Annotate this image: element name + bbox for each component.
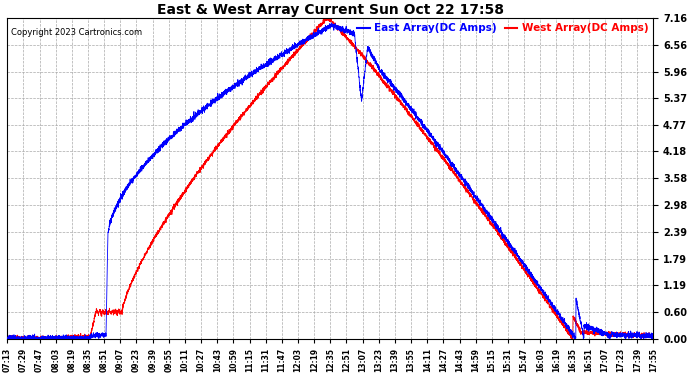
Legend: East Array(DC Amps), West Array(DC Amps): East Array(DC Amps), West Array(DC Amps) [357, 23, 648, 33]
Title: East & West Array Current Sun Oct 22 17:58: East & West Array Current Sun Oct 22 17:… [157, 3, 504, 17]
Text: Copyright 2023 Cartronics.com: Copyright 2023 Cartronics.com [10, 28, 141, 37]
